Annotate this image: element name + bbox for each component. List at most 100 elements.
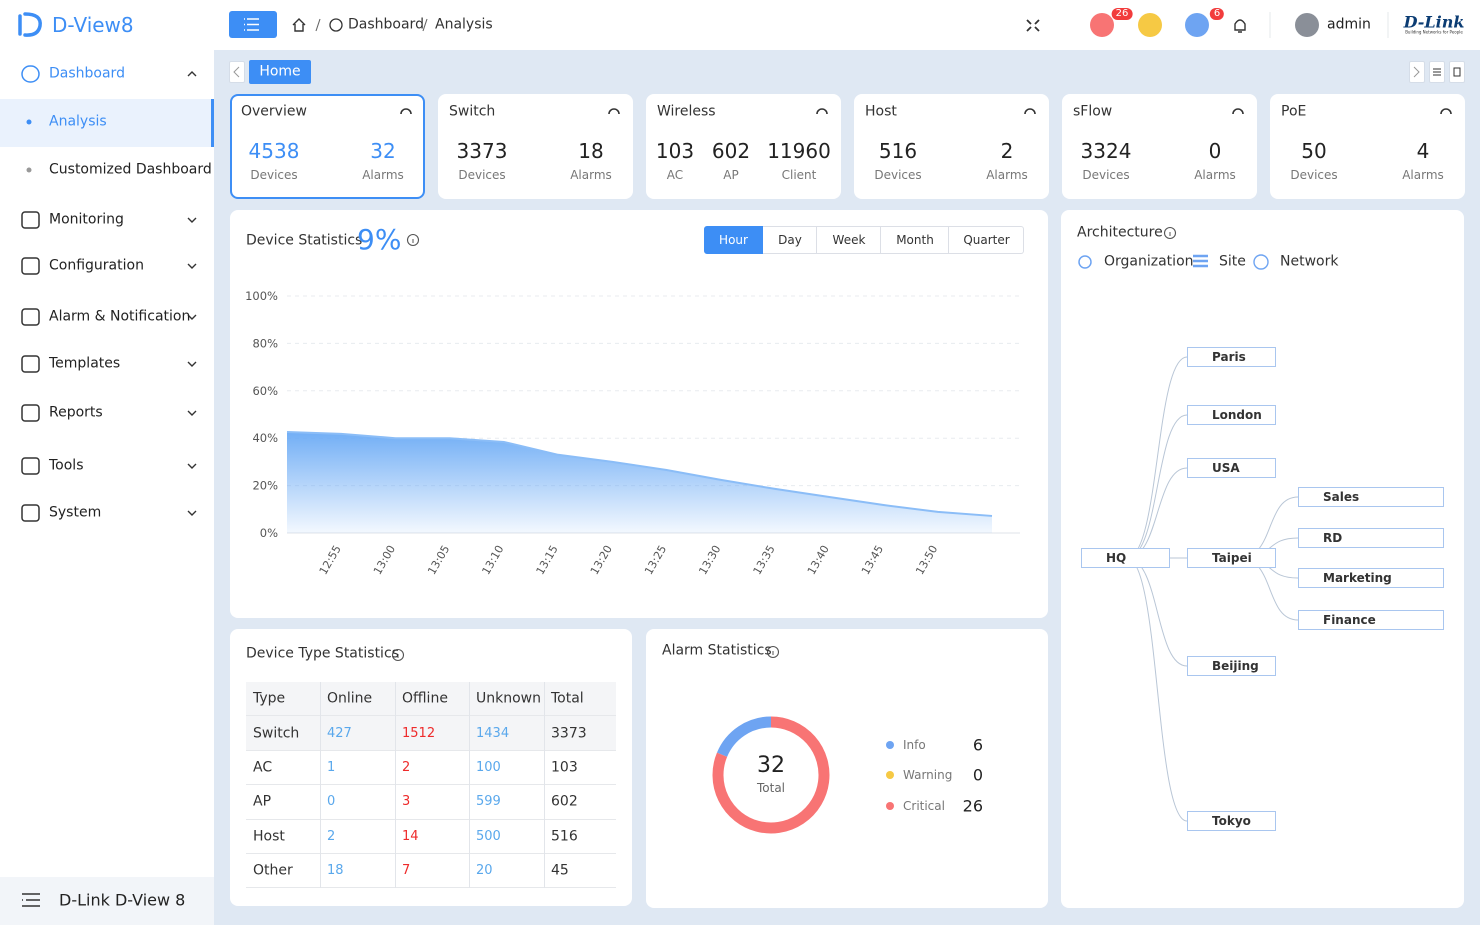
summary-card[interactable] <box>1270 94 1465 199</box>
stat-value: 602 <box>711 139 751 163</box>
table-cell: 100 <box>476 760 501 776</box>
menu-toggle-button[interactable] <box>229 11 277 38</box>
menu-item[interactable]: Alarm & Notification <box>49 308 191 325</box>
table-row <box>246 682 616 717</box>
table-cell-border <box>469 682 470 717</box>
tree-node[interactable] <box>1298 487 1444 507</box>
stat-label: Devices <box>458 167 506 182</box>
tree-node-label: HQ <box>1106 550 1127 565</box>
tree-node[interactable] <box>1187 656 1276 676</box>
range-label[interactable]: Day <box>778 232 802 247</box>
range-label[interactable]: Week <box>832 232 866 247</box>
tab-tool[interactable] <box>1449 61 1465 83</box>
table-header: Total <box>551 690 584 707</box>
table-cell: 1512 <box>402 725 436 741</box>
summary-card[interactable] <box>854 94 1049 199</box>
table-cell: Switch <box>253 725 300 742</box>
tree-node[interactable] <box>1187 548 1276 568</box>
table-cell-border <box>320 785 321 820</box>
tree-node[interactable] <box>1187 347 1276 367</box>
tree-node-label: London <box>1212 407 1262 422</box>
table-cell-border <box>395 716 396 751</box>
breadcrumb-link[interactable]: Dashboard <box>348 16 424 33</box>
stat-label: Devices <box>1290 167 1338 182</box>
stat-label: Alarms <box>570 167 612 182</box>
tab-label[interactable]: Home <box>259 63 301 80</box>
range-label[interactable]: Quarter <box>963 232 1010 247</box>
range-button[interactable] <box>763 226 817 254</box>
table-cell: 500 <box>476 829 501 844</box>
logo-tagline: Building Networks for People <box>1405 29 1463 35</box>
stat-label: Devices <box>874 167 922 182</box>
tab-tool[interactable] <box>1429 61 1445 83</box>
table-cell: Other <box>253 862 293 879</box>
tree-node[interactable] <box>1081 548 1170 568</box>
card-title: PoE <box>1281 103 1307 120</box>
badge: 6 <box>1209 8 1225 20</box>
user-name[interactable]: admin <box>1327 16 1371 33</box>
range-label[interactable]: Month <box>896 232 934 247</box>
tree-node[interactable] <box>1298 568 1444 588</box>
range-button[interactable] <box>817 226 881 254</box>
tree-node[interactable] <box>1298 528 1444 548</box>
summary-card[interactable] <box>1062 94 1257 199</box>
range-button[interactable] <box>881 226 949 254</box>
alarm-panel <box>646 629 1048 908</box>
tree-node[interactable] <box>1298 610 1444 630</box>
summary-card[interactable] <box>230 94 425 199</box>
table-row <box>246 819 616 854</box>
current-percent: 9% <box>357 223 402 257</box>
table-cell-border <box>469 819 470 854</box>
card-title: Switch <box>449 103 496 120</box>
table-header: Type <box>253 690 286 707</box>
table-cell-border <box>469 854 470 889</box>
range-button[interactable] <box>704 226 763 254</box>
tab-home[interactable] <box>249 60 311 84</box>
table-cell-border <box>469 785 470 820</box>
breadcrumb-current: Analysis <box>435 16 493 33</box>
brand-name: D-View8 <box>52 13 134 37</box>
card-title: Wireless <box>657 103 716 120</box>
table-cell: 599 <box>476 794 501 810</box>
table-cell: 1 <box>327 760 336 776</box>
menu-item[interactable]: Tools <box>49 457 84 474</box>
tree-node[interactable] <box>1187 405 1276 425</box>
summary-card[interactable] <box>438 94 633 199</box>
submenu-item[interactable]: Analysis <box>49 113 107 130</box>
stat-value: 32 <box>370 139 396 163</box>
menu-item[interactable]: Configuration <box>49 257 144 274</box>
table-cell-border <box>544 854 545 889</box>
menu-item[interactable]: Dashboard <box>49 65 125 82</box>
donut-total: 32 <box>757 752 785 778</box>
table-cell: Host <box>253 828 285 845</box>
stat-value: 3324 <box>1080 139 1132 163</box>
device-statistics-panel <box>230 210 1048 618</box>
menu-item[interactable]: Monitoring <box>49 211 124 228</box>
stat-value: 0 <box>1208 139 1222 163</box>
tab-prev[interactable] <box>229 61 245 83</box>
menu-item[interactable]: Templates <box>49 355 121 372</box>
tree-node[interactable] <box>1187 458 1276 478</box>
tree-node[interactable] <box>1187 811 1276 831</box>
stat-label: Alarms <box>1194 167 1236 182</box>
menu-item[interactable]: System <box>49 504 102 521</box>
table-row <box>246 854 616 889</box>
table-row <box>246 716 616 751</box>
table-cell-border <box>544 750 545 786</box>
legend-label: Organization <box>1104 253 1194 270</box>
menu-item[interactable]: Reports <box>49 404 103 421</box>
stat-label: Client <box>781 167 817 182</box>
card-title: Overview <box>241 103 307 120</box>
range-label[interactable]: Hour <box>719 232 748 247</box>
table-cell: AC <box>253 759 273 776</box>
table-row <box>246 785 616 820</box>
summary-card[interactable] <box>646 94 841 199</box>
tab-tool[interactable] <box>1409 61 1425 83</box>
table-cell: 45 <box>551 862 569 879</box>
range-button[interactable] <box>949 226 1024 254</box>
menu-selected[interactable] <box>0 99 214 147</box>
stat-label: Alarms <box>1402 167 1444 182</box>
stat-value: 18 <box>578 139 604 163</box>
table-cell-border <box>395 785 396 820</box>
submenu-item[interactable]: Customized Dashboard <box>49 161 212 178</box>
